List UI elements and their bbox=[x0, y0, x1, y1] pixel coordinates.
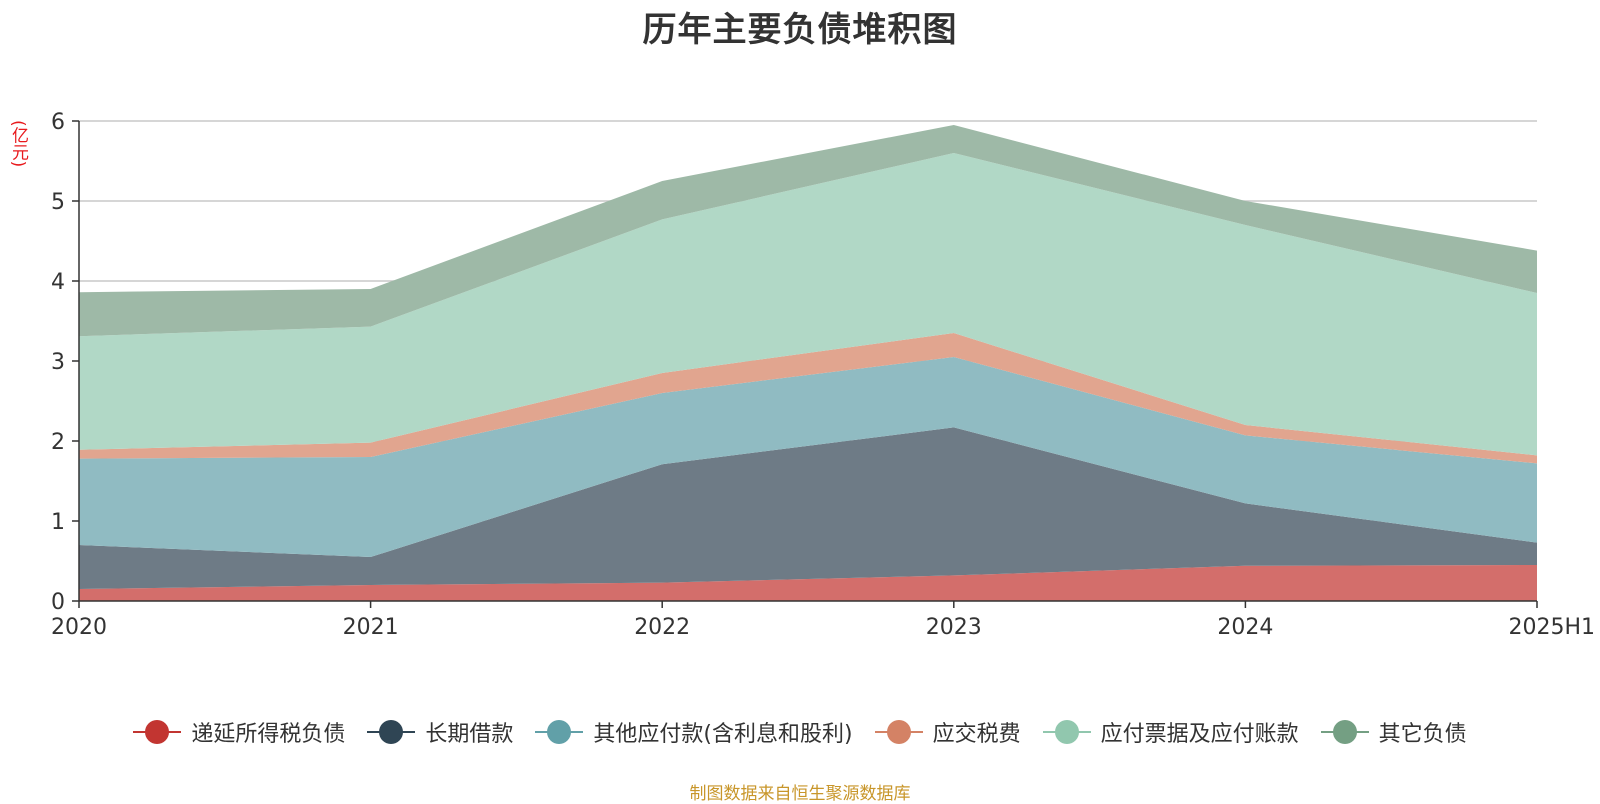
y-tick-label: 3 bbox=[51, 350, 65, 375]
legend-marker-icon bbox=[535, 718, 584, 746]
y-tick-label: 5 bbox=[51, 190, 65, 215]
y-tick-label: 4 bbox=[51, 270, 65, 295]
legend-item[interactable]: 其他应付款(含利息和股利) bbox=[535, 716, 853, 748]
legend-marker-dot bbox=[1332, 720, 1357, 744]
legend-item[interactable]: 长期借款 bbox=[367, 716, 513, 748]
legend-marker-icon bbox=[874, 718, 923, 746]
legend-marker-dot bbox=[379, 720, 404, 744]
legend-marker-icon bbox=[133, 718, 182, 746]
legend-marker-dot bbox=[1054, 720, 1079, 744]
y-tick-label: 0 bbox=[51, 590, 65, 615]
x-tick-label: 2025H1 bbox=[1508, 615, 1595, 640]
legend-marker-dot bbox=[886, 720, 911, 744]
legend-label: 递延所得税负债 bbox=[191, 722, 346, 747]
data-source-note: 制图数据来自恒生聚源数据库 bbox=[689, 784, 911, 804]
x-tick-label: 2020 bbox=[51, 615, 107, 640]
legend-item[interactable]: 应付票据及应付账款 bbox=[1042, 716, 1299, 748]
area-series-0 bbox=[79, 565, 1537, 601]
legend-marker-icon bbox=[1042, 718, 1091, 746]
y-tick-label: 2 bbox=[51, 430, 65, 455]
x-tick-label: 2023 bbox=[926, 615, 982, 640]
area-series-2 bbox=[79, 357, 1537, 557]
area-series-layer bbox=[79, 125, 1537, 601]
legend-marker-icon bbox=[1320, 718, 1369, 746]
legend-label: 长期借款 bbox=[425, 722, 514, 747]
y-axis-unit-label: (亿元) bbox=[8, 120, 28, 168]
legend-marker-dot bbox=[547, 720, 572, 744]
legend-item[interactable]: 其它负债 bbox=[1320, 716, 1467, 748]
x-tick-label: 2022 bbox=[634, 615, 690, 640]
legend-label: 其他应付款(含利息和股利) bbox=[593, 722, 853, 747]
legend-item[interactable]: 应交税费 bbox=[874, 716, 1021, 748]
legend-item[interactable]: 递延所得税负债 bbox=[133, 716, 345, 748]
legend-label: 其它负债 bbox=[1378, 722, 1467, 747]
axes bbox=[72, 120, 1538, 608]
area-series-1 bbox=[79, 427, 1537, 589]
area-series-4 bbox=[79, 153, 1537, 456]
legend: 递延所得税负债 长期借款 其他应付款(含利息和股利) 应交税费 应付票据及应付账款 其它负… bbox=[0, 712, 1600, 752]
y-tick-labels: 0 1 2 3 4 5 6 bbox=[51, 110, 65, 615]
x-tick-label: 2021 bbox=[343, 615, 399, 640]
legend-marker-dot bbox=[145, 720, 170, 744]
x-tick-labels: 2020 2021 2022 2023 2024 2025H1 bbox=[51, 615, 1595, 640]
x-tick-label: 2024 bbox=[1217, 615, 1273, 640]
legend-label: 应付票据及应付账款 bbox=[1100, 722, 1299, 747]
y-tick-label: 6 bbox=[51, 110, 65, 135]
chart-title: 历年主要负债堆积图 bbox=[642, 10, 958, 50]
legend-label: 应交税费 bbox=[932, 722, 1021, 747]
legend-marker-icon bbox=[367, 718, 416, 746]
area-series-3 bbox=[79, 333, 1537, 464]
y-tick-label: 1 bbox=[51, 510, 65, 535]
area-series-5 bbox=[79, 125, 1537, 337]
stacked-area-chart: 0 1 2 3 4 5 6 2020 2021 2022 2023 2024 2025H1 bbox=[51, 110, 1595, 640]
